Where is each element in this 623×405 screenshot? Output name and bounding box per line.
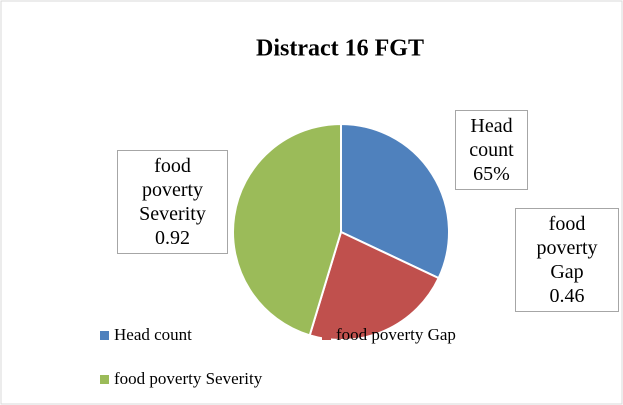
legend-swatch bbox=[322, 330, 331, 340]
legend-item: food poverty Severity bbox=[100, 369, 262, 389]
pie-slice bbox=[232, 122, 342, 337]
data-label-value: 65% bbox=[473, 163, 510, 185]
legend-item: food poverty Gap bbox=[322, 325, 456, 345]
data-label-category: food poverty Severity bbox=[139, 155, 206, 225]
data-label: food poverty Gap 0.46 bbox=[515, 208, 619, 312]
legend-item: Head count bbox=[100, 325, 192, 345]
legend-label: food poverty Gap bbox=[336, 325, 456, 344]
data-label: Head count 65% bbox=[455, 110, 528, 190]
data-label-category: Head count bbox=[469, 115, 514, 161]
data-label: food poverty Severity 0.92 bbox=[117, 150, 228, 254]
data-label-category: food poverty Gap bbox=[536, 213, 598, 283]
data-label-value: 0.46 bbox=[549, 285, 585, 307]
legend-label: food poverty Severity bbox=[114, 369, 263, 388]
legend-label: Head count bbox=[114, 325, 192, 344]
pie bbox=[232, 122, 450, 341]
chart-title: Distract 16 FGT bbox=[256, 36, 424, 62]
pie-slice bbox=[340, 122, 450, 280]
data-label-value: 0.92 bbox=[155, 227, 190, 249]
legend-swatch bbox=[100, 374, 109, 384]
legend-swatch bbox=[100, 330, 109, 340]
